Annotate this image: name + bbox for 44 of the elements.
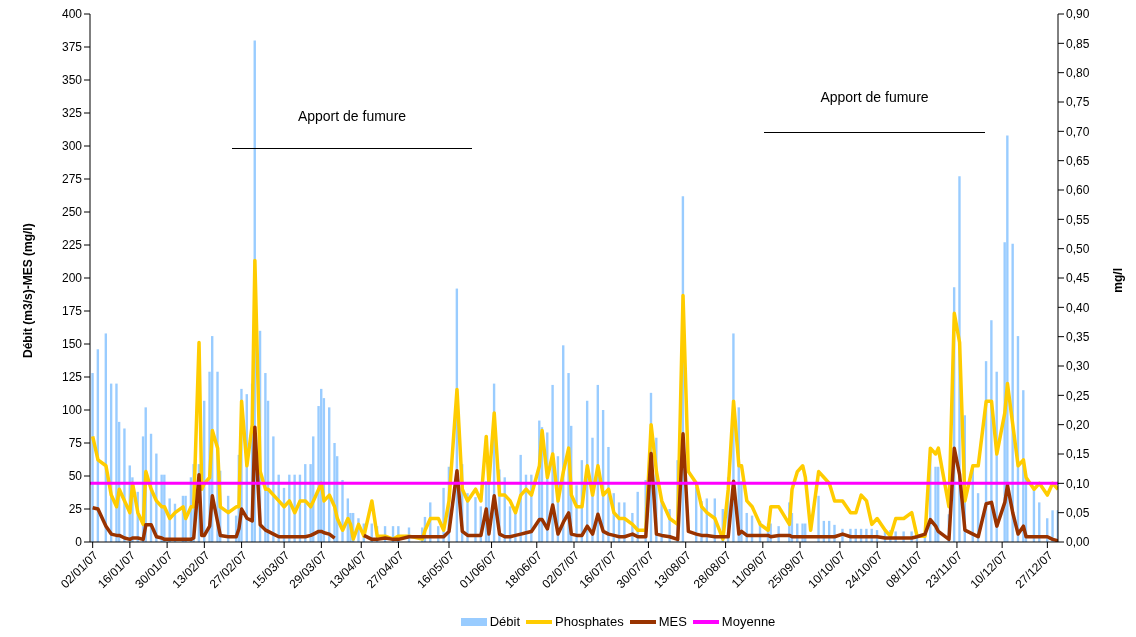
y-tick-label: 75 xyxy=(68,436,83,451)
y2-tick-label: 0,85 xyxy=(1066,36,1090,51)
y-axis-title: Débit (m3/s)-MES (mg/l) xyxy=(21,223,36,358)
y-tick-label: 0 xyxy=(75,535,83,550)
annotation: Apport de fumure xyxy=(819,89,930,105)
y2-tick-label: 0,15 xyxy=(1066,447,1090,462)
y2-tick-label: 0,90 xyxy=(1066,7,1090,22)
y2-tick-label: 0,65 xyxy=(1066,153,1090,168)
y-tick-label: 25 xyxy=(68,502,83,517)
y2-tick-label: 0,05 xyxy=(1066,505,1090,520)
y-tick-label: 325 xyxy=(61,106,83,121)
y2-tick-label: 0,75 xyxy=(1066,95,1090,110)
y-tick-label: 375 xyxy=(61,40,83,55)
y2-tick-label: 0,50 xyxy=(1066,241,1090,256)
y2-tick-label: 0,40 xyxy=(1066,300,1090,315)
y-tick-label: 225 xyxy=(61,238,83,253)
y-tick-label: 300 xyxy=(61,139,83,154)
y2-tick-label: 0,80 xyxy=(1066,65,1090,80)
annotation: Apport de fumure xyxy=(296,108,408,124)
y2-tick-label: 0,30 xyxy=(1066,359,1090,374)
y-tick-label: 200 xyxy=(61,271,83,286)
y-tick-label: 275 xyxy=(61,172,83,187)
legend-label: MES xyxy=(658,614,687,629)
y2-tick-label: 0,20 xyxy=(1066,417,1090,432)
legend-label: Moyenne xyxy=(721,614,776,629)
y2-tick-label: 0,70 xyxy=(1066,124,1090,139)
y-tick-label: 250 xyxy=(61,205,83,220)
y2-tick-label: 0,00 xyxy=(1066,535,1090,550)
y-tick-label: 350 xyxy=(61,73,83,88)
y2-axis-title: mg/l xyxy=(1111,268,1126,293)
y2-tick-label: 0,35 xyxy=(1066,329,1090,344)
y-tick-label: 125 xyxy=(61,370,83,385)
y-tick-label: 50 xyxy=(68,469,83,484)
y-tick-label: 175 xyxy=(61,304,83,319)
y2-tick-label: 0,25 xyxy=(1066,388,1090,403)
y-tick-label: 100 xyxy=(61,403,83,418)
y2-tick-label: 0,45 xyxy=(1066,271,1090,286)
legend-label: Débit xyxy=(489,614,521,629)
y2-tick-label: 0,10 xyxy=(1066,476,1090,491)
y2-tick-label: 0,60 xyxy=(1066,183,1090,198)
legend-label: Phosphates xyxy=(555,614,624,629)
y-tick-label: 400 xyxy=(61,7,83,22)
y2-tick-label: 0,55 xyxy=(1066,212,1090,227)
y-tick-label: 150 xyxy=(61,337,83,352)
